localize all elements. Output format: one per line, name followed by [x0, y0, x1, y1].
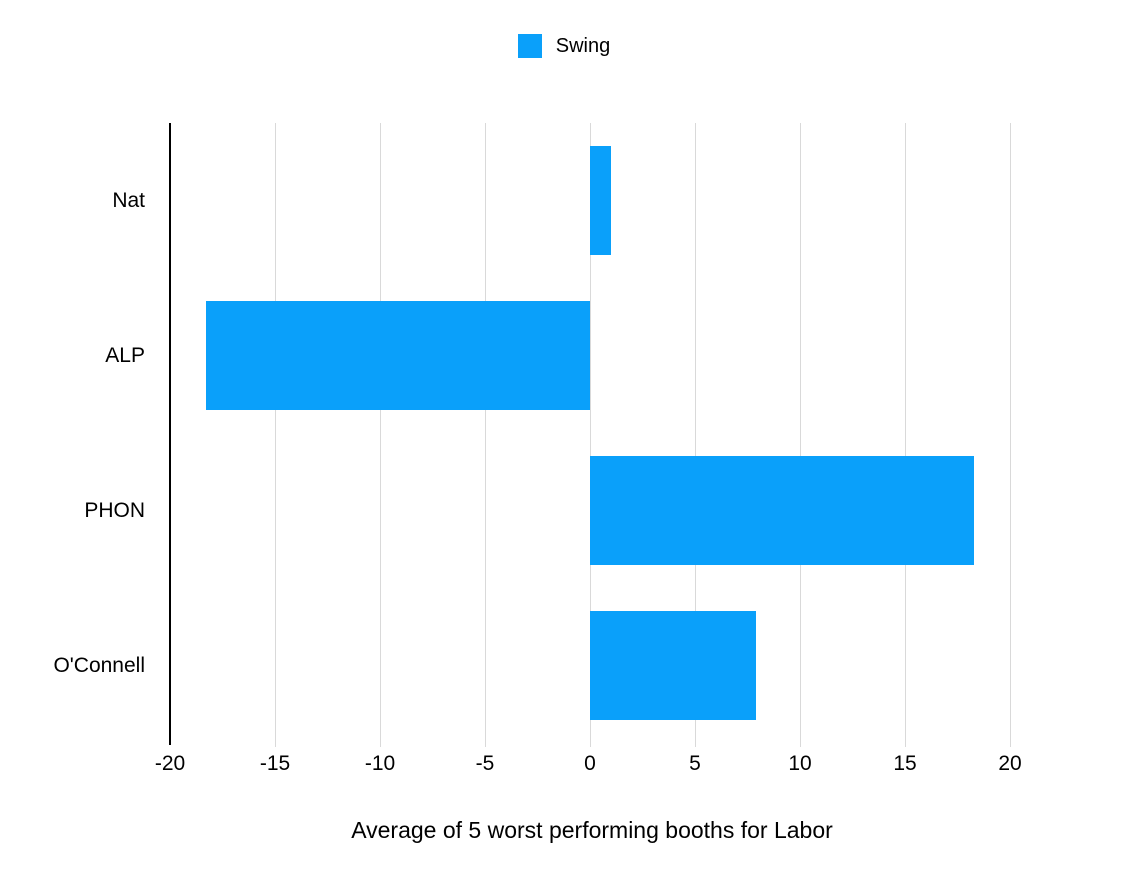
legend-label: Swing — [555, 35, 611, 57]
x-tick-label--10: -10 — [364, 752, 396, 775]
category-label-nat: Nat — [112, 189, 145, 212]
x-tick-label-15: 15 — [893, 752, 917, 775]
gridline-x-10 — [800, 123, 801, 747]
plot-area — [169, 123, 1094, 747]
x-tick-label-10: 10 — [788, 752, 812, 775]
x-tick-label-5: 5 — [689, 752, 701, 775]
x-tick-label--5: -5 — [475, 752, 495, 775]
category-label-o-connell: O'Connell — [53, 654, 145, 677]
y-axis-line — [169, 123, 171, 745]
gridline-x-0 — [590, 123, 591, 747]
category-label-phon: PHON — [84, 499, 145, 522]
category-label-alp: ALP — [105, 344, 145, 367]
bar-nat — [590, 146, 611, 255]
bar-alp — [206, 301, 590, 410]
gridline-x--15 — [275, 123, 276, 747]
bar-phon — [590, 456, 974, 565]
x-tick-label-0: 0 — [584, 752, 596, 775]
square-swatch-icon — [517, 34, 542, 58]
legend: Swing — [0, 34, 1128, 58]
gridline-x-5 — [695, 123, 696, 747]
x-axis-title: Average of 5 worst performing booths for… — [351, 817, 833, 843]
gridline-x-15 — [905, 123, 906, 747]
gridline-x--10 — [380, 123, 381, 747]
gridline-x--5 — [485, 123, 486, 747]
x-tick-label-20: 20 — [998, 752, 1022, 775]
x-tick-label--20: -20 — [154, 752, 186, 775]
gridline-x-20 — [1010, 123, 1011, 747]
x-tick-label--15: -15 — [259, 752, 291, 775]
bar-o-connell — [590, 611, 756, 720]
